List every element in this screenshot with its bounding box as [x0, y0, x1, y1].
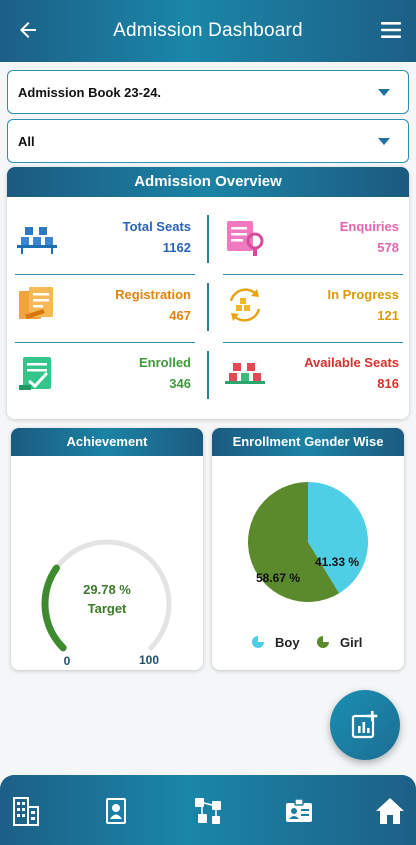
achievement-title: Achievement	[11, 428, 203, 456]
add-chart-icon	[351, 711, 378, 739]
gender-chart-title: Enrollment Gender Wise	[212, 428, 404, 456]
divider	[15, 274, 195, 275]
chevron-down-icon	[378, 138, 390, 145]
stat-label: Enrolled	[138, 355, 191, 370]
add-chart-button[interactable]	[330, 690, 400, 760]
stat-total-seats[interactable]: Total Seats 1162	[9, 209, 199, 267]
pie-label-girl: 58.67 %	[256, 571, 300, 585]
enquiry-icon	[227, 221, 264, 256]
seats-icon	[17, 227, 57, 254]
legend-item-boy[interactable]: Boy	[252, 635, 300, 650]
legend-label-girl: Girl	[340, 635, 362, 650]
legend-item-girl[interactable]: Girl	[317, 635, 362, 650]
stat-registration[interactable]: Registration 467	[9, 277, 199, 335]
bottom-navigation	[0, 775, 416, 845]
admission-overview-card: Admission Overview Total Seats 1162 Enqu…	[7, 167, 409, 419]
legend-label-boy: Boy	[275, 635, 300, 650]
gender-pie-chart: 41.33 % 58.67 % Boy Girl	[248, 482, 369, 650]
legend-swatch-boy-cut	[258, 636, 264, 642]
legend-swatch-girl-cut	[323, 636, 329, 642]
achievement-gauge: 29.78 % Target 0 100	[41, 539, 172, 668]
app-header: Admission Dashboard	[0, 0, 416, 62]
page-title: Admission Dashboard	[113, 20, 303, 41]
home-icon[interactable]	[374, 795, 406, 827]
enrolled-icon	[19, 357, 51, 390]
stat-available-seats[interactable]: Available Seats 816	[217, 345, 407, 403]
stat-label: In Progress	[327, 287, 399, 302]
stat-label: Registration	[115, 287, 191, 302]
stat-enrolled[interactable]: Enrolled 346	[9, 345, 199, 403]
scope-value: All	[18, 133, 35, 149]
stat-value: 816	[377, 376, 399, 391]
scope-select[interactable]: All	[7, 119, 409, 163]
achievement-target-label: Target	[88, 601, 127, 616]
divider	[223, 342, 403, 343]
stat-label: Available Seats	[304, 355, 399, 370]
stat-value: 346	[169, 376, 191, 391]
stat-label: Total Seats	[122, 219, 191, 234]
stat-enquiries[interactable]: Enquiries 578	[217, 209, 407, 267]
gauge-max-label: 100	[139, 653, 159, 667]
stat-value: 121	[377, 308, 399, 323]
divider	[15, 342, 195, 343]
in-progress-icon	[229, 288, 261, 322]
divider	[207, 215, 209, 263]
building-icon[interactable]	[10, 795, 42, 827]
pie-slice-girl[interactable]	[248, 482, 340, 602]
id-card-icon[interactable]	[100, 795, 132, 827]
stat-value: 467	[169, 308, 191, 323]
admission-book-select[interactable]: Admission Book 23-24.	[7, 70, 409, 114]
pie-slice-boy[interactable]	[308, 482, 369, 594]
stat-value: 1162	[162, 240, 191, 255]
admission-book-value: Admission Book 23-24.	[18, 84, 162, 100]
chevron-down-icon	[378, 89, 390, 96]
hamburger-menu-icon[interactable]	[380, 20, 402, 40]
admission-overview-title: Admission Overview	[7, 167, 409, 197]
gauge-fill	[41, 564, 67, 652]
back-arrow-icon[interactable]	[16, 18, 40, 42]
badge-icon[interactable]	[283, 795, 315, 827]
stat-value: 578	[377, 240, 399, 255]
divider	[207, 283, 209, 331]
divider	[223, 274, 403, 275]
stat-in-progress[interactable]: In Progress 121	[217, 277, 407, 335]
gauge-min-label: 0	[64, 654, 71, 668]
divider	[207, 351, 209, 399]
achievement-card: Achievement 29.78 % Target 0 100	[11, 428, 203, 670]
stat-label: Enquiries	[339, 219, 399, 234]
gender-chart-card: Enrollment Gender Wise 41.33 % 58.67 % B…	[212, 428, 404, 670]
people-network-icon[interactable]	[192, 795, 224, 827]
pie-label-boy: 41.33 %	[315, 555, 359, 569]
achievement-percent: 29.78 %	[83, 582, 131, 597]
registration-icon	[19, 287, 53, 319]
available-seats-icon	[225, 363, 265, 384]
